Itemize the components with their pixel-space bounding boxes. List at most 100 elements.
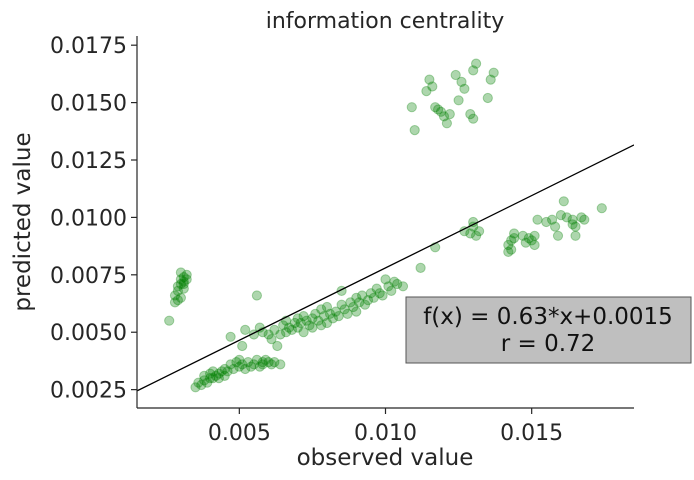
- data-point: [243, 357, 254, 368]
- data-point: [485, 74, 496, 85]
- data-point: [172, 281, 183, 292]
- data-point: [529, 239, 540, 251]
- data-point: [576, 212, 587, 223]
- data-point: [307, 313, 318, 324]
- data-point: [339, 304, 350, 315]
- data-point: [333, 311, 344, 322]
- data-point: [435, 106, 447, 117]
- data-point: [251, 354, 262, 365]
- y-axis-ticks: 0.0025 0.0050 0.0075 0.0100 0.0125 0.0150 0.01…: [50, 34, 137, 404]
- y-tick-label: 0.0125: [50, 149, 127, 174]
- data-point: [292, 313, 303, 324]
- data-point: [503, 246, 514, 257]
- data-point: [307, 322, 318, 333]
- data-point: [269, 324, 280, 335]
- data-point: [517, 230, 529, 241]
- data-point: [438, 111, 450, 122]
- data-point: [178, 283, 189, 294]
- data-point: [468, 113, 479, 124]
- data-point: [430, 242, 441, 253]
- data-point: [219, 363, 230, 375]
- data-point: [523, 233, 534, 244]
- data-point: [175, 267, 186, 278]
- data-point: [292, 322, 303, 333]
- data-point: [272, 340, 283, 352]
- data-point: [237, 340, 248, 352]
- data-point: [240, 363, 251, 375]
- data-point: [468, 65, 479, 76]
- data-point: [596, 203, 607, 214]
- data-point: [354, 297, 365, 308]
- data-point: [506, 235, 517, 246]
- y-tick-label: 0.0175: [50, 34, 127, 59]
- data-point: [172, 285, 183, 296]
- data-point: [225, 359, 236, 370]
- chart-title: information centrality: [266, 9, 505, 34]
- data-point: [330, 306, 341, 317]
- data-point: [254, 361, 265, 372]
- data-point: [281, 327, 292, 338]
- data-point: [482, 92, 493, 104]
- data-point: [406, 102, 417, 113]
- data-point: [453, 95, 464, 106]
- data-point: [321, 317, 333, 329]
- data-point: [365, 288, 376, 299]
- data-point: [219, 370, 230, 381]
- data-point: [178, 278, 189, 290]
- data-point: [234, 354, 245, 365]
- y-axis-label: predicted value: [10, 132, 36, 311]
- data-point: [210, 370, 221, 381]
- data-point: [368, 292, 379, 303]
- data-point: [450, 69, 461, 81]
- fit-line: [137, 144, 634, 392]
- data-point: [529, 230, 540, 241]
- data-point: [207, 373, 219, 384]
- x-axis-label: observed value: [297, 445, 474, 471]
- data-point: [169, 290, 181, 301]
- data-point: [567, 219, 578, 230]
- data-point: [175, 274, 186, 285]
- data-point: [225, 331, 236, 342]
- data-point: [245, 361, 257, 372]
- data-point: [579, 214, 590, 225]
- data-point: [433, 104, 444, 115]
- y-tick-label: 0.0050: [50, 321, 127, 346]
- data-point: [441, 118, 452, 129]
- data-points: [164, 58, 607, 393]
- data-point: [424, 74, 435, 85]
- data-point: [301, 315, 312, 326]
- data-point: [222, 366, 233, 377]
- data-point: [409, 125, 420, 136]
- data-point: [213, 373, 224, 384]
- data-point: [196, 379, 207, 391]
- data-point: [392, 278, 403, 290]
- data-point: [263, 357, 274, 368]
- data-point: [248, 359, 259, 370]
- data-point: [488, 67, 499, 78]
- data-point: [199, 370, 210, 381]
- data-point: [570, 221, 581, 232]
- data-point: [205, 373, 216, 384]
- data-point: [175, 278, 186, 290]
- data-point: [275, 329, 286, 340]
- data-point: [541, 216, 552, 228]
- data-point: [310, 308, 321, 319]
- data-point: [169, 297, 181, 308]
- x-axis-ticks: 0.005 0.010 0.015: [208, 408, 563, 446]
- data-point: [444, 109, 455, 120]
- data-point: [251, 290, 262, 301]
- data-point: [260, 354, 271, 365]
- data-point: [362, 295, 374, 306]
- y-tick-label: 0.0025: [50, 379, 127, 404]
- data-point: [316, 320, 327, 331]
- data-point: [319, 311, 330, 322]
- data-point: [304, 320, 315, 331]
- data-point: [257, 357, 268, 368]
- annotation-box: [405, 296, 692, 364]
- data-point: [371, 283, 382, 294]
- data-point: [234, 361, 245, 372]
- data-point: [389, 276, 400, 287]
- data-point: [181, 269, 192, 280]
- data-point: [193, 377, 204, 388]
- data-point: [506, 244, 517, 255]
